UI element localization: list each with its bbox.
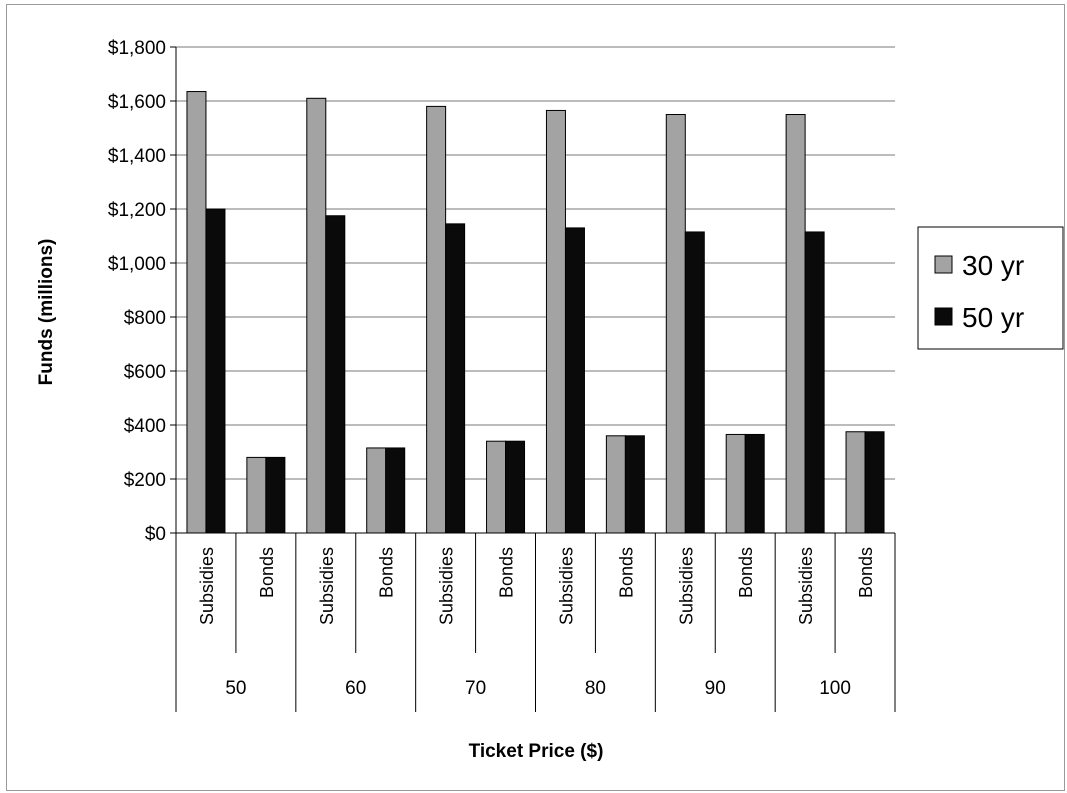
bar-30yr-11 <box>845 431 866 534</box>
x-group-label: 100 <box>819 678 851 699</box>
y-tick-label: $200 <box>124 470 166 491</box>
bar-30yr-9 <box>725 433 746 534</box>
legend-label-30yr: 30 yr <box>962 250 1024 281</box>
bar-50yr-1 <box>265 456 286 534</box>
chart-frame <box>6 4 1065 791</box>
bar-30yr-4 <box>426 105 447 534</box>
x-category-labels: Subsidies Bonds Subsidies Bonds Subsidies Bon… <box>197 547 876 699</box>
x-group-label: 70 <box>465 678 486 699</box>
bar-30yr-5 <box>486 440 507 534</box>
bar-30yr-1 <box>246 456 267 534</box>
bar-50yr-2 <box>325 215 346 534</box>
x-subcategory-label: Bonds <box>497 547 517 598</box>
x-group-label: 80 <box>585 678 606 699</box>
bar-50yr-0 <box>205 208 226 534</box>
bar-50yr-9 <box>744 433 765 534</box>
y-tick-label: $400 <box>124 416 166 437</box>
y-tick-label: $1,400 <box>108 146 166 167</box>
x-subcategory-label: Bonds <box>736 547 756 598</box>
x-group-label: 90 <box>705 678 726 699</box>
x-axis-title: Ticket Price ($) <box>469 741 604 762</box>
x-subcategory-label: Subsidies <box>197 547 217 625</box>
y-tick-label: $1,800 <box>108 38 166 59</box>
bar-30yr-6 <box>545 109 566 534</box>
bar-50yr-8 <box>684 231 705 534</box>
bar-50yr-6 <box>564 227 585 534</box>
bar-50yr-11 <box>864 431 885 534</box>
x-subcategory-label: Bonds <box>377 547 397 598</box>
x-subcategory-label: Subsidies <box>556 547 576 625</box>
bar-30yr-8 <box>665 114 686 534</box>
x-subcategory-label: Bonds <box>616 547 636 598</box>
y-tick-label: $1,000 <box>108 254 166 275</box>
legend: 30 yr 50 yr <box>917 226 1064 350</box>
bar-30yr-10 <box>785 114 806 534</box>
y-tick-label: $0 <box>145 524 166 545</box>
axes <box>170 46 896 712</box>
bar-50yr-10 <box>804 231 825 534</box>
x-subcategory-label: Subsidies <box>676 547 696 625</box>
x-group-label: 50 <box>225 678 246 699</box>
legend-label-50yr: 50 yr <box>962 302 1024 333</box>
x-subcategory-label: Bonds <box>257 547 277 598</box>
y-axis-title: Funds (millions) <box>36 239 57 386</box>
x-subcategory-label: Subsidies <box>317 547 337 625</box>
legend-box <box>917 226 1064 350</box>
x-subcategory-label: Subsidies <box>796 547 816 625</box>
bar-50yr-5 <box>505 440 526 534</box>
bar-30yr-2 <box>306 97 327 534</box>
x-group-label: 60 <box>345 678 366 699</box>
x-subcategory-label: Bonds <box>856 547 876 598</box>
bar-30yr-3 <box>366 447 387 534</box>
bar-50yr-3 <box>385 447 406 534</box>
bar-30yr-7 <box>605 435 626 534</box>
x-subcategory-label: Subsidies <box>437 547 457 625</box>
gridlines <box>176 46 895 480</box>
bars <box>186 91 885 534</box>
bar-50yr-4 <box>445 223 466 534</box>
legend-swatch-30yr <box>934 255 953 274</box>
bar-50yr-7 <box>624 435 645 534</box>
legend-swatch-50yr <box>934 307 953 326</box>
y-tick-label: $600 <box>124 362 166 383</box>
y-tick-label: $1,200 <box>108 200 166 221</box>
y-tick-labels: $0 $200 $400 $600 $800 $1,000 $1,200 $1,400 $1,6… <box>108 38 166 545</box>
bar-30yr-0 <box>186 91 207 534</box>
y-tick-label: $1,600 <box>108 92 166 113</box>
y-tick-label: $800 <box>124 308 166 329</box>
